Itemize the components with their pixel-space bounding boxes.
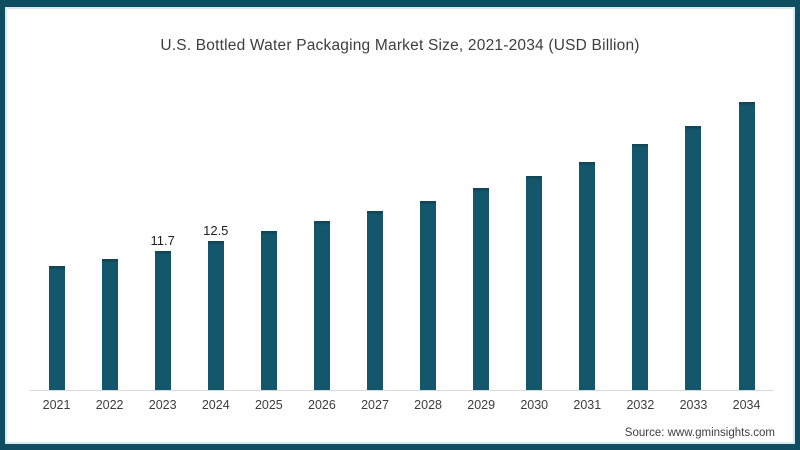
x-tick-label-2024: 2024 xyxy=(201,398,230,412)
x-tick-label-2031: 2031 xyxy=(573,398,602,412)
bar-2032 xyxy=(632,144,649,390)
bar-slot-2033 xyxy=(667,126,720,390)
bar-2022 xyxy=(101,259,118,390)
bar-value-label-2023: 11.7 xyxy=(150,233,175,248)
chart-canvas: U.S. Bottled Water Packaging Market Size… xyxy=(5,7,795,444)
x-axis-labels: 2021 2022 2023 2024 2025 2026 2027 2028 2029 2030… xyxy=(30,391,773,412)
chart-title: U.S. Bottled Water Packaging Market Size… xyxy=(160,37,640,54)
bar-slot-2029 xyxy=(455,188,508,390)
x-tick-label-2023: 2023 xyxy=(148,398,177,412)
source-attribution: Source: www.gminsights.com xyxy=(624,427,775,439)
x-tick-label-2034: 2034 xyxy=(732,398,761,412)
x-tick-label-2033: 2033 xyxy=(679,398,708,412)
bar-slot-2034 xyxy=(720,102,773,390)
x-tick-label-2026: 2026 xyxy=(308,398,336,412)
bar-2026 xyxy=(313,221,330,390)
bar-2030 xyxy=(526,176,543,390)
bar-slot-2031 xyxy=(561,162,614,390)
bars-row: 11.7 12.5 xyxy=(30,99,773,391)
bar-slot-2023: 11.7 xyxy=(136,233,189,390)
bar-2033 xyxy=(685,126,702,390)
bar-2025 xyxy=(260,231,277,390)
bar-slot-2021 xyxy=(30,266,83,390)
bar-2021 xyxy=(48,266,65,390)
x-tick-label-2027: 2027 xyxy=(361,398,389,412)
bar-value-label-2024: 12.5 xyxy=(203,223,229,238)
bar-2028 xyxy=(420,201,437,390)
bar-slot-2025 xyxy=(242,231,295,390)
x-tick-label-2022: 2022 xyxy=(95,398,124,412)
x-tick-label-2028: 2028 xyxy=(414,398,442,412)
plot-area: 11.7 12.5 2021 2022 2023 2024 2025 2026 2027 202… xyxy=(30,99,773,412)
bar-slot-2026 xyxy=(295,221,348,390)
bar-slot-2030 xyxy=(508,176,561,390)
bar-2031 xyxy=(579,162,596,390)
bar-2029 xyxy=(473,188,490,390)
bar-slot-2028 xyxy=(402,201,455,390)
bar-slot-2024: 12.5 xyxy=(189,223,242,390)
x-tick-label-2025: 2025 xyxy=(254,398,283,412)
bar-slot-2022 xyxy=(83,259,136,390)
bar-2024 xyxy=(207,241,224,390)
bar-slot-2032 xyxy=(614,144,667,390)
bar-2027 xyxy=(367,211,383,390)
x-tick-label-2029: 2029 xyxy=(467,398,496,412)
bar-2034 xyxy=(738,102,755,390)
x-tick-label-2030: 2030 xyxy=(520,398,549,412)
bar-slot-2027 xyxy=(348,211,401,390)
x-tick-label-2032: 2032 xyxy=(626,398,655,412)
bar-2023 xyxy=(154,251,171,390)
x-tick-label-2021: 2021 xyxy=(42,398,71,412)
